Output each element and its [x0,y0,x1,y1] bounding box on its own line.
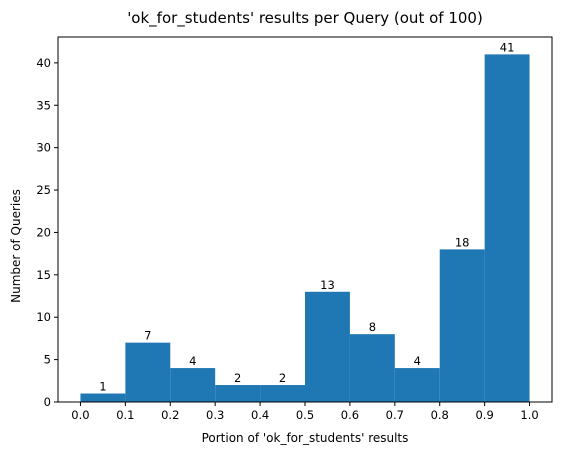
bar-value-label: 7 [144,329,151,343]
histogram-bar [260,385,305,402]
x-tick-label: 0.6 [341,408,359,422]
y-tick-label: 0 [44,395,51,409]
y-axis: 0 5 10 15 20 25 30 35 40 [36,56,58,409]
y-tick-label: 10 [36,310,51,324]
y-tick-label: 35 [36,98,51,112]
bars-group [80,54,530,402]
histogram-bar [305,291,350,402]
x-tick-label: 0.4 [251,408,269,422]
histogram-bar [215,385,261,402]
bar-value-label: 4 [189,354,196,368]
bar-value-label: 41 [500,40,515,54]
bar-value-label: 18 [455,235,470,249]
y-tick-label: 25 [36,183,51,197]
histogram-bar [349,334,395,402]
x-tick-label: 0.1 [116,408,134,422]
x-tick-label: 0.7 [386,408,404,422]
x-axis-label: Portion of 'ok_for_students' results [202,431,409,445]
x-tick-label: 0.8 [431,408,449,422]
histogram-bar [484,54,530,402]
plot-frame [57,36,553,403]
x-tick-label: 0.0 [71,408,89,422]
histogram-bar [439,249,485,402]
bar-value-label: 13 [320,278,335,292]
x-tick-label: 0.2 [161,408,179,422]
chart-title: 'ok_for_students' results per Query (out… [127,9,483,28]
x-axis: 0.0 0.1 0.2 0.3 0.4 0.5 0.6 0.7 0.8 0.9 1.0 [71,402,539,422]
histogram-bar [80,393,126,402]
histogram-bar [394,368,440,402]
bar-value-label: 8 [369,320,376,334]
x-tick-label: 0.3 [206,408,224,422]
y-tick-label: 15 [36,268,51,282]
histogram-bar [170,368,216,402]
bar-value-label: 2 [234,371,241,385]
histogram-bar [125,342,171,402]
y-tick-label: 30 [36,141,51,155]
bar-value-label: 4 [414,354,421,368]
data-labels-group: 1 7 4 2 2 13 8 4 18 41 [99,40,514,393]
bar-value-label: 2 [279,371,286,385]
bar-value-label: 1 [99,380,106,394]
x-tick-label: 0.5 [296,408,314,422]
y-tick-label: 5 [44,353,51,367]
x-tick-label: 0.9 [475,408,493,422]
y-axis-label: Number of Queries [9,189,23,303]
y-tick-label: 20 [36,225,51,239]
y-tick-label: 40 [36,56,51,70]
x-tick-label: 1.0 [520,408,538,422]
